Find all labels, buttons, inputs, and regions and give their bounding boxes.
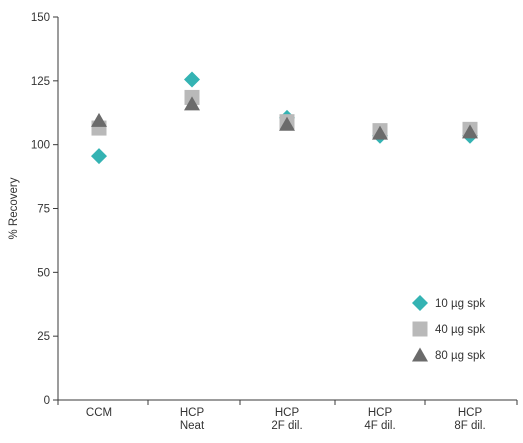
data-point-triangle xyxy=(184,96,200,111)
legend-marker-diamond xyxy=(412,295,428,311)
x-tick-label: HCP Neat xyxy=(180,407,205,432)
data-points xyxy=(91,71,478,165)
y-tick-label: 0 xyxy=(44,395,50,407)
y-tick-label: 75 xyxy=(37,204,50,216)
x-axis-ticks: CCM HCP Neat HCP 2F dil. HCP 4F dil. HCP 8F dil. xyxy=(57,400,518,432)
y-tick-label: 100 xyxy=(31,140,50,152)
data-point-triangle xyxy=(91,112,107,127)
data-point-diamond xyxy=(91,148,107,165)
axes xyxy=(57,17,517,401)
legend: 10 µg spk 40 µg spk 80 µg spk xyxy=(412,295,485,362)
y-tick-label: 125 xyxy=(31,76,50,88)
legend-label: 10 µg spk xyxy=(435,298,485,310)
legend-label: 80 µg spk xyxy=(435,350,485,362)
data-point-diamond xyxy=(184,71,200,88)
y-tick-label: 150 xyxy=(31,12,50,24)
x-tick-label: CCM xyxy=(86,407,112,419)
legend-marker-triangle xyxy=(412,347,428,362)
x-tick-label: HCP 2F dil. xyxy=(271,407,302,432)
data-point-triangle xyxy=(279,116,295,131)
legend-marker-square xyxy=(412,321,428,337)
y-axis-title: % Recovery xyxy=(8,177,20,239)
legend-label: 40 µg spk xyxy=(435,324,485,336)
y-tick-label: 50 xyxy=(37,267,50,279)
data-point-triangle xyxy=(372,125,388,140)
data-point-triangle xyxy=(462,124,478,139)
x-tick-label: HCP 8F dil. xyxy=(454,407,485,432)
x-tick-label: HCP 4F dil. xyxy=(364,407,395,432)
y-tick-label: 25 xyxy=(37,331,50,343)
y-axis-ticks: 0 25 50 75 100 125 150 xyxy=(31,12,58,407)
